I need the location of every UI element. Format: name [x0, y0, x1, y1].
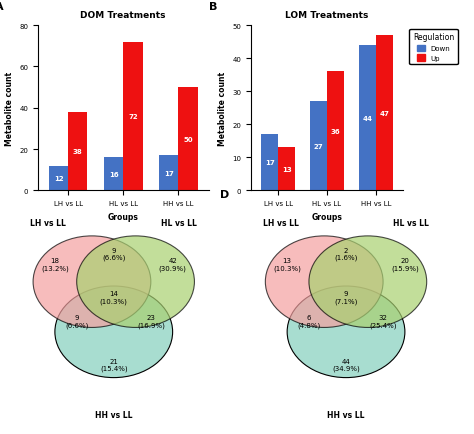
Text: LH vs LL: LH vs LL [263, 219, 299, 228]
Text: 50: 50 [183, 136, 193, 142]
Text: B: B [209, 2, 217, 12]
Text: 2
(1.6%): 2 (1.6%) [334, 247, 358, 260]
Bar [104, 158, 123, 191]
X-axis label: Groups: Groups [311, 212, 343, 221]
Text: 38: 38 [73, 149, 82, 155]
Text: 9
(7.1%): 9 (7.1%) [334, 290, 358, 304]
Text: 44: 44 [363, 115, 373, 122]
Text: D: D [219, 189, 229, 199]
Text: LH vs LL: LH vs LL [30, 219, 66, 228]
Bar [159, 156, 178, 191]
Ellipse shape [265, 237, 383, 328]
Text: 13: 13 [282, 167, 292, 172]
Text: HH vs LL: HH vs LL [95, 410, 133, 419]
Ellipse shape [287, 286, 405, 378]
Text: 12: 12 [54, 176, 64, 181]
Bar [123, 43, 143, 191]
Bar [278, 148, 295, 191]
Text: 36: 36 [331, 128, 340, 135]
Bar [178, 88, 198, 191]
Text: 9
(6.6%): 9 (6.6%) [102, 247, 126, 260]
Text: 42
(30.9%): 42 (30.9%) [159, 258, 187, 271]
Text: 9
(6.6%): 9 (6.6%) [65, 315, 88, 328]
Text: 17: 17 [164, 171, 173, 177]
Text: 17: 17 [264, 160, 274, 166]
Text: 72: 72 [128, 114, 137, 120]
Text: 6
(4.8%): 6 (4.8%) [297, 315, 320, 328]
Text: 13
(10.3%): 13 (10.3%) [273, 258, 301, 271]
Bar [261, 135, 278, 191]
Text: 20
(15.9%): 20 (15.9%) [391, 258, 419, 271]
Text: 14
(10.3%): 14 (10.3%) [100, 290, 128, 304]
Bar [327, 72, 344, 191]
Text: 47: 47 [380, 111, 390, 116]
Title: DOM Treatments: DOM Treatments [81, 11, 166, 20]
Ellipse shape [33, 237, 151, 328]
Bar [68, 112, 88, 191]
Text: 23
(16.9%): 23 (16.9%) [137, 315, 165, 328]
Bar [310, 102, 327, 191]
Text: 44
(34.9%): 44 (34.9%) [332, 358, 360, 372]
Bar [376, 36, 393, 191]
Bar [359, 46, 376, 191]
Text: HL vs LL: HL vs LL [161, 219, 197, 228]
Text: 27: 27 [314, 144, 323, 149]
Y-axis label: Metabolite count: Metabolite count [5, 72, 14, 145]
Ellipse shape [77, 237, 194, 328]
X-axis label: Groups: Groups [108, 212, 139, 221]
Ellipse shape [309, 237, 427, 328]
Text: HH vs LL: HH vs LL [327, 410, 365, 419]
Text: 32
(25.4%): 32 (25.4%) [369, 315, 397, 328]
Text: HL vs LL: HL vs LL [393, 219, 429, 228]
Y-axis label: Metabolite count: Metabolite count [218, 72, 227, 145]
Text: 21
(15.4%): 21 (15.4%) [100, 358, 128, 372]
Text: 18
(13.2%): 18 (13.2%) [41, 258, 69, 271]
Text: 16: 16 [109, 171, 118, 178]
Legend: Down, Up: Down, Up [410, 30, 457, 65]
Text: A: A [0, 2, 4, 12]
Bar [49, 166, 68, 191]
Title: LOM Treatments: LOM Treatments [285, 11, 369, 20]
Ellipse shape [55, 286, 173, 378]
